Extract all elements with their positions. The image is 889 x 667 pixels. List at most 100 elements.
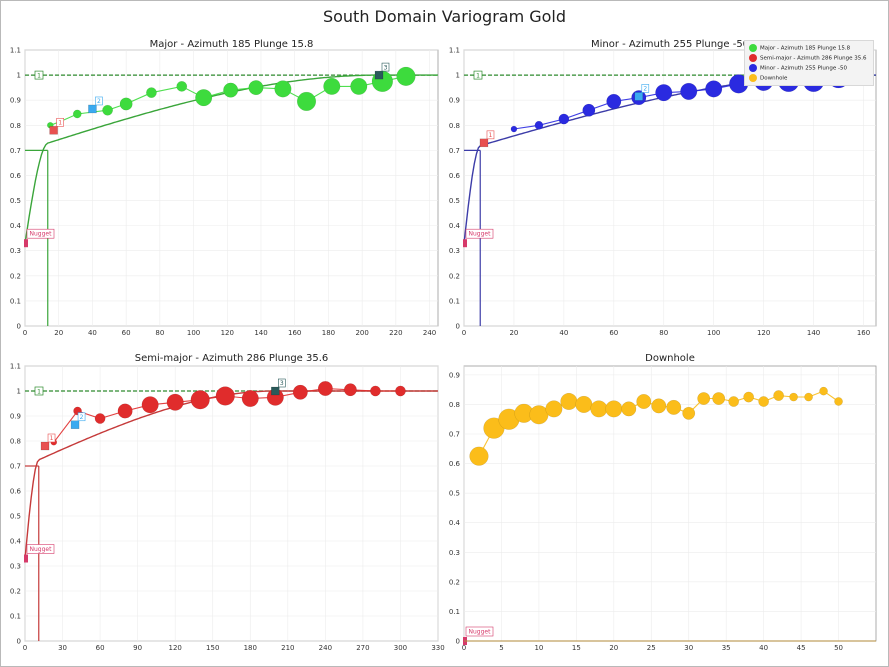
- minor-ytick-label: 0.9: [449, 97, 460, 105]
- major-xtick-label: 0: [23, 329, 27, 337]
- major-structure-tag: [56, 117, 64, 127]
- minor-structure-marker: [479, 138, 489, 148]
- semi-data-point: [215, 386, 235, 406]
- semi-data-point: [292, 384, 308, 400]
- minor-nugget-label: Nugget: [469, 231, 492, 238]
- down-data-point: [560, 392, 578, 411]
- semi-structure-label: 2: [80, 414, 84, 421]
- legend-item-downhole[interactable]: Downhole: [749, 74, 787, 85]
- legend-label-major: Major - Azimuth 185 Plunge 15.8: [760, 45, 851, 52]
- major-structure-label: 1: [58, 119, 62, 126]
- semi-ytick-label: 0.8: [10, 438, 21, 446]
- major-ytick-label: 1: [17, 72, 21, 80]
- legend-dot-major: [749, 44, 757, 52]
- semi-data-point: [343, 383, 357, 397]
- major-ytick-label: 1.1: [10, 47, 21, 55]
- down-data-point: [804, 392, 813, 402]
- down-ytick-label: 0.3: [449, 549, 460, 557]
- down-data-point: [590, 400, 608, 418]
- minor-sill-marker: [473, 70, 483, 80]
- major-xtick-label: 120: [221, 329, 234, 337]
- major-data-point: [323, 77, 341, 95]
- semi-plot-area: [24, 365, 439, 642]
- minor-data-point: [705, 80, 723, 98]
- semi-structure-tag: [47, 433, 56, 443]
- minor-nugget-tag: [465, 228, 494, 239]
- down-data-point: [758, 396, 770, 407]
- down-ytick-label: 0.1: [449, 608, 460, 616]
- semi-structure-tag: [278, 378, 286, 388]
- major-ytick-label: 0.1: [10, 297, 21, 305]
- major-nugget-label: Nugget: [30, 231, 53, 238]
- minor-ytick-label: 0.7: [449, 147, 460, 155]
- semi-xtick-label: 210: [281, 644, 294, 652]
- down-xtick-label: 25: [647, 644, 656, 652]
- minor-chart-title: Minor - Azimuth 255 Plunge -50: [590, 39, 750, 50]
- minor-ytick-label: 0.3: [449, 247, 460, 255]
- semi-nugget-tag: [26, 544, 55, 554]
- major-ytick-label: 0.5: [10, 197, 21, 205]
- down-ytick-label: 0.7: [449, 431, 460, 439]
- minor-data-point: [582, 103, 596, 117]
- major-chart-title: Major - Azimuth 185 Plunge 15.8: [149, 39, 314, 50]
- down-xtick-label: 50: [834, 644, 843, 652]
- down-data-point: [636, 393, 652, 409]
- semi-xtick-label: 240: [319, 644, 332, 652]
- major-structure-tag: [381, 62, 390, 72]
- semi-ytick-label: 0.5: [10, 513, 21, 521]
- down-nugget-label: Nugget: [469, 629, 492, 636]
- major-data-point: [223, 82, 239, 98]
- minor-sill-label: 1: [476, 72, 480, 79]
- major-xtick-label: 60: [122, 329, 131, 337]
- down-data-point: [545, 400, 563, 418]
- major-xtick-label: 80: [155, 329, 164, 337]
- minor-xtick-label: 100: [707, 329, 720, 337]
- semi-ytick-label: 0.3: [10, 563, 21, 571]
- semi-data-point: [190, 390, 210, 410]
- semi-xtick-label: 30: [58, 644, 67, 652]
- chart-legend[interactable]: Major - Azimuth 185 Plunge 15.8 Semi-maj…: [744, 40, 874, 86]
- semi-data-point: [166, 393, 184, 411]
- major-data-point: [119, 97, 133, 111]
- major-structure-marker: [88, 104, 97, 114]
- major-xtick-label: 240: [423, 329, 436, 337]
- legend-item-major[interactable]: Major - Azimuth 185 Plunge 15.8: [749, 44, 850, 55]
- major-xtick-label: 200: [355, 329, 368, 337]
- legend-item-semi[interactable]: Semi-major - Azimuth 286 Plunge 35.6: [749, 54, 866, 65]
- semi-structure-marker: [271, 386, 280, 396]
- minor-structure-label: 1: [489, 132, 493, 139]
- minor-ytick-label: 0.4: [449, 222, 461, 230]
- down-xtick-label: 35: [722, 644, 731, 652]
- major-data-point: [146, 87, 157, 99]
- down-ytick-label: 0: [456, 638, 460, 646]
- major-data-point: [248, 80, 264, 96]
- major-structure-label: 2: [97, 98, 101, 105]
- major-nugget-tag: [26, 228, 55, 239]
- semi-structure-tag: [77, 412, 86, 422]
- down-nugget-tag: [465, 626, 494, 637]
- down-data-point: [728, 396, 740, 407]
- semi-chart-title: Semi-major - Azimuth 286 Plunge 35.6: [134, 353, 329, 364]
- major-ytick-label: 0.4: [10, 222, 22, 230]
- minor-data-point: [606, 93, 622, 109]
- down-data-point: [575, 395, 593, 413]
- major-ytick-label: 0: [17, 323, 21, 331]
- minor-xtick-label: 80: [659, 329, 668, 337]
- major-ytick-label: 0.7: [10, 147, 21, 155]
- semi-data-point: [94, 413, 106, 424]
- semi-data-point: [317, 381, 333, 396]
- minor-xtick-label: 20: [509, 329, 518, 337]
- legend-dot-semi: [749, 54, 757, 62]
- minor-structure-marker: [634, 92, 644, 101]
- minor-data-point: [680, 82, 698, 100]
- legend-label-minor: Minor - Azimuth 255 Plunge -50: [760, 65, 847, 72]
- semi-ytick-label: 0: [17, 638, 21, 646]
- down-xtick-label: 10: [534, 644, 543, 652]
- legend-item-minor[interactable]: Minor - Azimuth 255 Plunge -50: [749, 64, 847, 75]
- minor-xtick-label: 140: [807, 329, 820, 337]
- downhole-chart-title: Downhole: [645, 353, 695, 364]
- down-data-point: [697, 392, 711, 405]
- down-xtick-label: 0: [462, 644, 466, 652]
- major-data-point: [72, 109, 82, 119]
- down-ytick-label: 0.8: [449, 401, 460, 409]
